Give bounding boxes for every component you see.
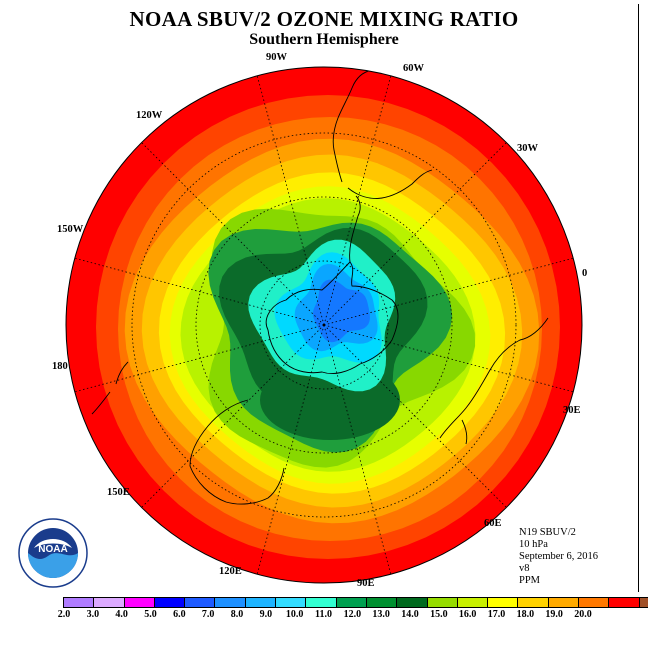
meridian-line-0: [256, 75, 325, 326]
longitude-label: 60W: [403, 63, 424, 74]
colorbar-tick-label: 16.0: [458, 609, 477, 620]
colorbar-swatch: [124, 598, 155, 607]
colorbar-swatch: [609, 598, 640, 607]
satellite-label: N19 SBUV/2: [519, 527, 576, 538]
meridian-line-9: [74, 324, 325, 393]
level-label: 10 hPa: [519, 539, 548, 550]
info-block: N19 SBUV/2 10 hPa September 6, 2016 v8 P…: [519, 527, 598, 587]
colorbar-swatch: [397, 598, 428, 607]
meridian-line-5: [323, 324, 507, 508]
graticule: [74, 75, 574, 575]
meridian-line-7: [256, 324, 325, 575]
colorbar-tick-label: 12.0: [343, 609, 362, 620]
meridian-line-1: [323, 75, 392, 326]
meridian-line-10: [74, 257, 325, 326]
colorbar-tick-label: 10.0: [285, 609, 304, 620]
longitude-label: 120W: [136, 110, 163, 121]
map-border: [65, 66, 583, 584]
longitude-label: 30W: [517, 143, 538, 154]
longitude-label: 150W: [57, 224, 84, 235]
colorbar-swatch: [64, 598, 95, 607]
frame-edge: [638, 4, 639, 592]
colorbar-swatch: [518, 598, 549, 607]
colorbar-tick-label: 4.0: [115, 609, 128, 620]
longitude-label: 180: [52, 361, 68, 372]
colorbar-swatch: [488, 598, 519, 607]
colorbar-swatch: [306, 598, 337, 607]
colorbar-tick-label: 15.0: [430, 609, 448, 620]
colorbar-swatch: [154, 598, 186, 607]
colorbar-tick-label: 3.0: [86, 609, 100, 620]
colorbar-tick-label: 17.0: [487, 609, 506, 620]
longitude-label: 120E: [219, 566, 242, 577]
colorbar-tick-label: 14.0: [401, 609, 419, 620]
page-subtitle: Southern Hemisphere: [249, 31, 399, 48]
colorbar-swatch: [579, 598, 610, 607]
colorbar-swatch: [94, 598, 125, 607]
colorbar-swatch: [245, 598, 277, 607]
colorbar-tick-label: 11.0: [315, 609, 332, 620]
colorbar-tick-label: 18.0: [516, 609, 535, 620]
longitude-label: 30E: [563, 405, 581, 416]
colorbar-tick-label: 7.0: [201, 609, 215, 620]
colorbar-swatch: [457, 598, 489, 607]
colorbar-swatch: [366, 598, 398, 607]
latitude-circle-1: [195, 196, 453, 454]
colorbar-swatch: [427, 598, 458, 607]
colorbar-swatch: [185, 598, 216, 607]
meridian-line-2: [323, 142, 507, 326]
colorbar-tick-label: 5.0: [144, 609, 157, 620]
meridian-line-6: [323, 324, 392, 575]
colorbar-tick-label: 9.0: [259, 609, 273, 620]
colorbar-tick-label: 19.0: [545, 609, 563, 620]
longitude-label: 150E: [107, 487, 130, 498]
colorbar-swatch: [336, 598, 367, 607]
units-label: PPM: [519, 575, 541, 586]
meridian-line-11: [141, 142, 325, 326]
colorbar-swatch: [276, 598, 307, 607]
version-label: v8: [519, 563, 530, 574]
page-title: NOAA SBUV/2 OZONE MIXING RATIO: [129, 7, 519, 31]
meridian-line-3: [323, 257, 574, 326]
longitude-label: 0: [582, 268, 588, 279]
latitude-circle-2: [131, 132, 517, 518]
colorbar-tick-label: 2.0: [57, 609, 71, 620]
colorbar-tick-label: 6.0: [173, 609, 186, 620]
colorbar-swatch: [548, 598, 580, 607]
colorbar-swatch: [215, 598, 246, 607]
colorbar-tick-label: 8.0: [230, 609, 244, 620]
longitude-label: 90W: [266, 52, 287, 63]
logo-text: NOAA: [38, 544, 67, 555]
latitude-circle-0: [259, 260, 389, 390]
colorbar-swatch: [639, 598, 648, 607]
colorbar: [63, 597, 648, 608]
colorbar-tick-label: 20.0: [574, 609, 592, 620]
meridian-line-8: [141, 324, 325, 508]
colorbar-tick-label: 13.0: [372, 609, 390, 620]
ozone-band-14: [313, 279, 370, 343]
meridian-line-4: [323, 324, 574, 393]
noaa-logo: NOAA: [18, 518, 88, 588]
longitude-label: 90E: [357, 578, 375, 589]
longitude-label: 60E: [484, 518, 502, 529]
date-label: September 6, 2016: [519, 551, 599, 562]
